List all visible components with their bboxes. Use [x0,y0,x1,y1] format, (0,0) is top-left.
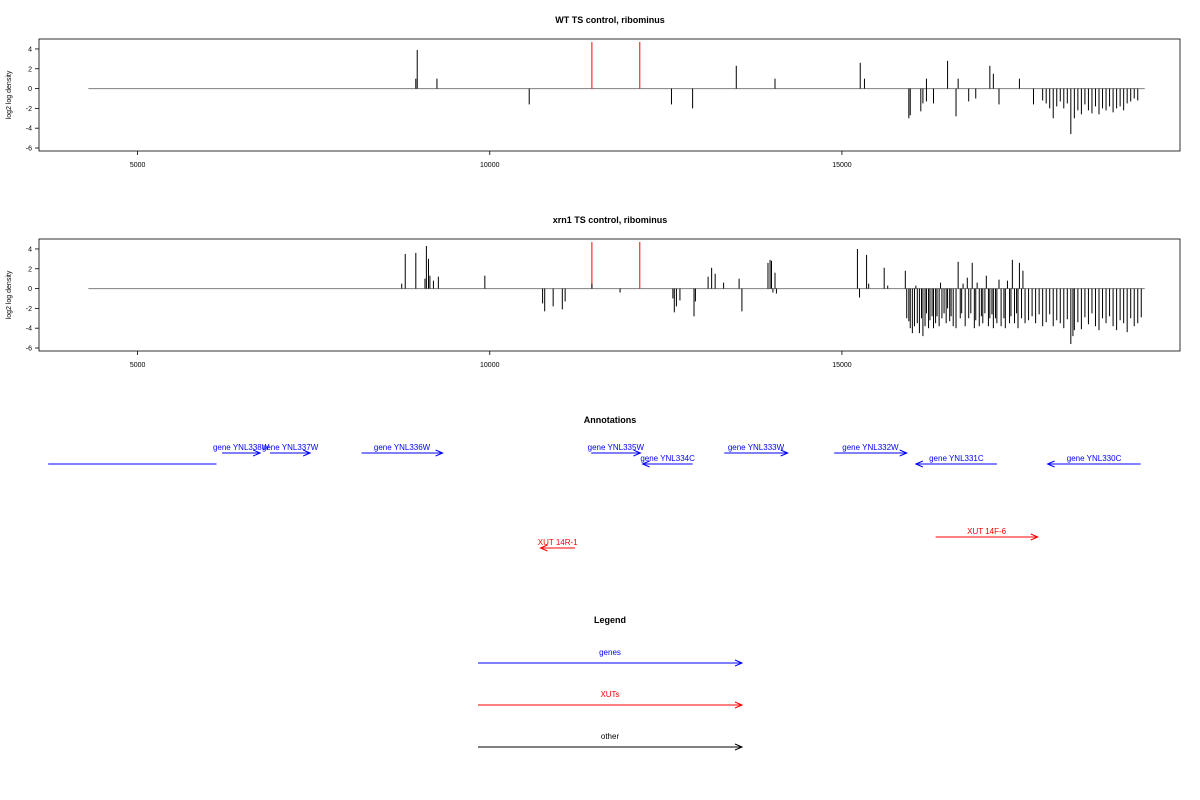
annotation-label: XUT 14F-6 [967,527,1007,536]
arrow-head [780,449,789,457]
y-tick-label: 2 [28,66,32,73]
legend-panel: Legend genes XUTs other [478,615,744,751]
x-tick-label: 15000 [832,362,852,369]
xut-arrow: XUT 14F-6 [935,527,1039,541]
x-tick-label: 10000 [480,362,500,369]
y-tick-label: -4 [26,326,32,333]
x-tick-label: 5000 [130,162,146,169]
legend-title: Legend [594,615,626,625]
arrow-head [1046,460,1055,468]
arrow-head [914,460,924,468]
annotation-label: gene YNL335W [588,443,645,452]
y-tick-label: -6 [26,346,32,353]
annotation-label: gene YNL336W [374,443,431,452]
annotation-label: XUT 14R-1 [538,538,578,547]
gene-arrow: gene YNL334C [640,454,695,468]
arrow-head [899,449,908,457]
gene-arrow: gene YNL333W [724,443,789,457]
legend-other-arrow: other [478,732,744,751]
annotation-label: gene YNL330C [1067,454,1122,463]
gene-arrow: gene YNL335W [588,443,645,457]
y-tick-label: -2 [26,106,32,113]
xrn1-panel-title: xrn1 TS control, ribominus [553,215,668,225]
annotation-label: gene YNL333W [728,443,785,452]
arrow-head [302,449,312,457]
xrn1-density-panel: xrn1 TS control, ribominus log2 log dens… [6,215,1181,369]
legend-xut-arrow: XUTs [478,690,744,709]
y-tick-label: -2 [26,306,32,313]
wt-density-panel: WT TS control, ribominus log2 log densit… [6,15,1181,169]
arrow-head [734,701,744,709]
annotation-label: gene YNL337W [262,443,319,452]
arrow-head [641,460,650,468]
wt-panel-title: WT TS control, ribominus [555,15,665,25]
wt-plot-layer: -6 -4 -2 0 2 4 5000 10000 15000 [26,42,1145,169]
gene-arrow: gene YNL336W [361,443,444,457]
y-tick-label: 4 [28,46,32,53]
legend-label: genes [599,648,621,657]
arrow-head [539,544,548,552]
gene-arrow: gene YNL331C [914,454,997,468]
annotation-label: gene YNL331C [929,454,984,463]
gene-arrow: gene YNL338W [213,443,270,457]
y-tick-label: 0 [28,286,32,293]
gene-arrow: gene YNL330C [1046,454,1141,468]
arrow-head [633,449,642,457]
legend-gene-arrow: genes [478,648,744,667]
arrow-head [734,743,744,751]
x-tick-label: 5000 [130,362,146,369]
annotation-label: gene YNL338W [213,443,270,452]
annotation-label: gene YNL332W [842,443,899,452]
arrow-head [734,659,744,667]
annotation-label: gene YNL334C [640,454,695,463]
legend-label: other [601,732,620,741]
gene-arrow: gene YNL332W [834,443,908,457]
xut-arrow: XUT 14R-1 [538,538,578,552]
xrn1-plot-frame [38,238,1181,352]
xrn1-y-axis-label: log2 log density [6,270,13,319]
y-tick-label: 2 [28,266,32,273]
xrn1-plot-layer: -6 -4 -2 0 2 4 5000 10000 15000 [26,242,1145,369]
x-tick-label: 15000 [832,162,852,169]
gene-arrow: gene YNL337W [262,443,319,457]
y-tick-label: 0 [28,86,32,93]
y-tick-label: -6 [26,146,32,153]
legend-label: XUTs [600,690,619,699]
arrow-head [252,449,262,457]
wt-y-axis-label: log2 log density [6,70,13,119]
y-tick-label: 4 [28,246,32,253]
wt-plot-frame [38,38,1181,152]
arrow-head [1030,533,1039,541]
x-tick-label: 10000 [480,162,500,169]
y-tick-label: -4 [26,126,32,133]
legend-layer: genes XUTs other [478,648,744,751]
annotations-title: Annotations [584,415,637,425]
arrow-head [435,449,444,457]
